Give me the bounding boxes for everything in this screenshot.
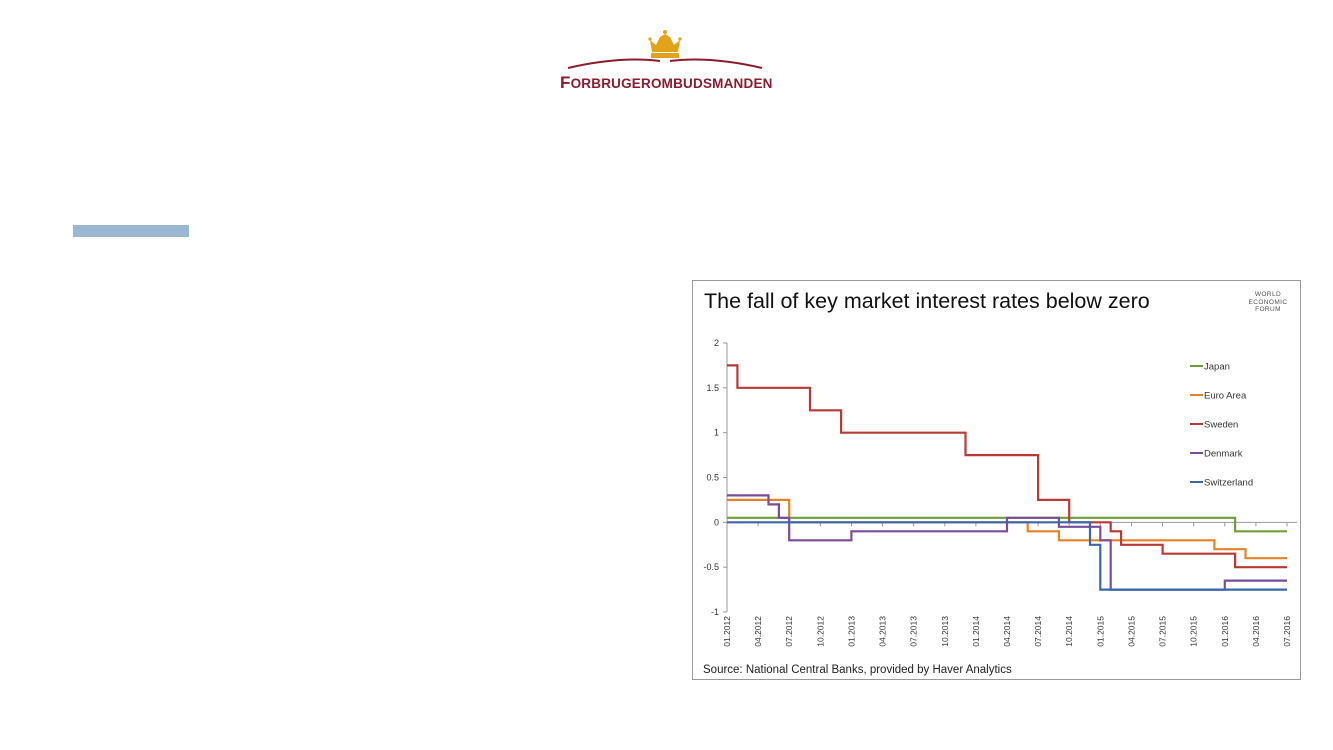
accent-bar bbox=[73, 225, 189, 237]
x-tick-label: 01.2016 bbox=[1220, 616, 1230, 647]
y-tick-label: 0 bbox=[714, 517, 719, 527]
wef-logo: WORLD ECONOMIC FORUM bbox=[1243, 291, 1293, 314]
x-tick-label: 07.2013 bbox=[909, 616, 919, 647]
x-tick-label: 07.2016 bbox=[1282, 616, 1292, 647]
x-tick-label: 04.2013 bbox=[878, 616, 888, 647]
y-tick-label: 1.5 bbox=[706, 383, 719, 393]
x-tick-label: 07.2012 bbox=[784, 616, 794, 647]
x-tick-label: 04.2014 bbox=[1002, 616, 1012, 647]
wef-logo-line: WORLD bbox=[1254, 291, 1282, 298]
crown-emblem-icon bbox=[567, 30, 763, 69]
line-chart: 2 1.5 1 0.5 0 -0.5 -101.2012 04.2012 07.2012 10.2… bbox=[703, 338, 1297, 647]
x-tick-label: 01.2013 bbox=[846, 616, 856, 647]
y-tick-label: -1 bbox=[711, 607, 719, 617]
y-tick-label: 1 bbox=[714, 428, 719, 438]
y-tick-label: 2 bbox=[714, 338, 719, 348]
x-tick-label: 10.2015 bbox=[1189, 616, 1199, 647]
legend-label: Japan bbox=[1204, 362, 1230, 373]
chart-panel: The fall of key market interest rates be… bbox=[692, 280, 1301, 680]
x-tick-label: 01.2014 bbox=[971, 616, 981, 647]
logo-wordmark: FORBRUGEROMBUDSMANDEN bbox=[560, 73, 773, 92]
y-tick-label: -0.5 bbox=[703, 562, 719, 572]
series-line-sweden bbox=[727, 364, 1287, 569]
x-tick-label: 10.2014 bbox=[1064, 616, 1074, 647]
forbrugerombudsmanden-logo: FORBRUGEROMBUDSMANDEN bbox=[560, 28, 773, 93]
legend-label: Euro Area bbox=[1204, 391, 1247, 402]
x-tick-label: 04.2012 bbox=[753, 616, 763, 647]
y-tick-label: 0.5 bbox=[706, 473, 719, 483]
legend-label: Switzerland bbox=[1204, 478, 1253, 489]
chart-title: The fall of key market interest rates be… bbox=[704, 289, 1150, 313]
series-line-switzerland bbox=[727, 521, 1287, 591]
wef-logo-line: ECONOMIC bbox=[1248, 298, 1288, 306]
x-tick-label: 07.2014 bbox=[1033, 616, 1043, 647]
x-tick-label: 04.2015 bbox=[1126, 616, 1136, 647]
x-tick-label: 10.2012 bbox=[815, 616, 825, 647]
x-tick-label: 01.2015 bbox=[1095, 616, 1105, 647]
series-line-japan bbox=[727, 516, 1287, 533]
legend-label: Denmark bbox=[1204, 449, 1243, 460]
legend-label: Sweden bbox=[1204, 420, 1238, 431]
chart-source: Source: National Central Banks, provided… bbox=[703, 664, 1012, 676]
crown-icon bbox=[648, 30, 682, 58]
x-tick-label: 01.2012 bbox=[722, 616, 732, 647]
wef-logo-line: FORUM bbox=[1255, 306, 1281, 313]
x-tick-label: 04.2016 bbox=[1251, 616, 1261, 647]
x-tick-label: 10.2013 bbox=[940, 616, 950, 647]
x-tick-label: 07.2015 bbox=[1158, 616, 1168, 647]
series-line-denmark bbox=[727, 494, 1287, 591]
